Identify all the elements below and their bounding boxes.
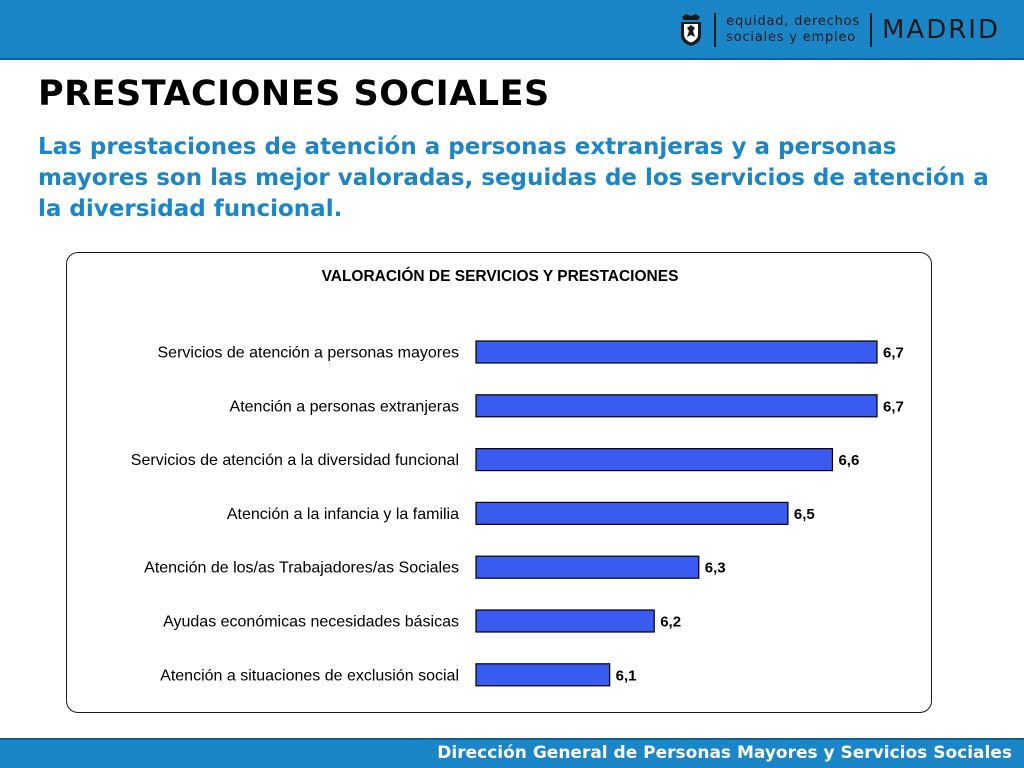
bar	[475, 340, 878, 364]
madrid-logo: equidad, derechos sociales y empleo MADR…	[678, 11, 1000, 49]
bar	[475, 501, 789, 525]
category-label: Atención a personas extranjeras	[230, 398, 459, 415]
header-bar: equidad, derechos sociales y empleo MADR…	[0, 0, 1024, 60]
chart-frame: VALORACIÓN DE SERVICIOS Y PRESTACIONES S…	[66, 252, 932, 713]
bar	[475, 555, 700, 579]
data-label: 6,5	[794, 506, 815, 523]
category-label: Atención a situaciones de exclusión soci…	[160, 667, 459, 684]
category-label: Ayudas económicas necesidades básicas	[163, 614, 459, 631]
bar	[475, 448, 834, 472]
bar	[475, 663, 611, 687]
footer-text: Dirección General de Personas Mayores y …	[437, 743, 1012, 763]
category-label: Servicios de atención a la diversidad fu…	[131, 452, 459, 469]
data-label: 6,6	[838, 452, 859, 469]
logo-department-text: equidad, derechos sociales y empleo	[726, 14, 860, 46]
data-label: 6,1	[616, 667, 637, 684]
logo-divider	[714, 13, 717, 47]
data-label: 6,2	[660, 614, 681, 631]
category-label: Atención de los/as Trabajadores/as Socia…	[144, 560, 459, 577]
logo-dept-line2: sociales y empleo	[726, 30, 857, 45]
madrid-coat-of-arms-icon	[681, 14, 702, 46]
page-title: PRESTACIONES SOCIALES	[38, 74, 550, 114]
subtitle: Las prestaciones de atención a personas …	[38, 134, 989, 222]
bar	[475, 609, 655, 633]
data-label: 6,7	[883, 345, 904, 362]
data-label: 6,7	[883, 398, 904, 415]
data-label: 6,3	[705, 560, 726, 577]
category-label: Servicios de atención a personas mayores	[158, 345, 460, 362]
bar	[475, 394, 878, 418]
logo-dept-line1: equidad, derechos	[726, 14, 860, 29]
chart-title: VALORACIÓN DE SERVICIOS Y PRESTACIONES	[321, 268, 679, 285]
category-label: Atención a la infancia y la familia	[227, 506, 459, 523]
footer-bar: Dirección General de Personas Mayores y …	[0, 738, 1024, 768]
logo-city-text: MADRID	[882, 15, 1000, 45]
logo-divider	[870, 13, 872, 47]
bar-chart: Servicios de atención a personas mayores…	[131, 340, 904, 687]
